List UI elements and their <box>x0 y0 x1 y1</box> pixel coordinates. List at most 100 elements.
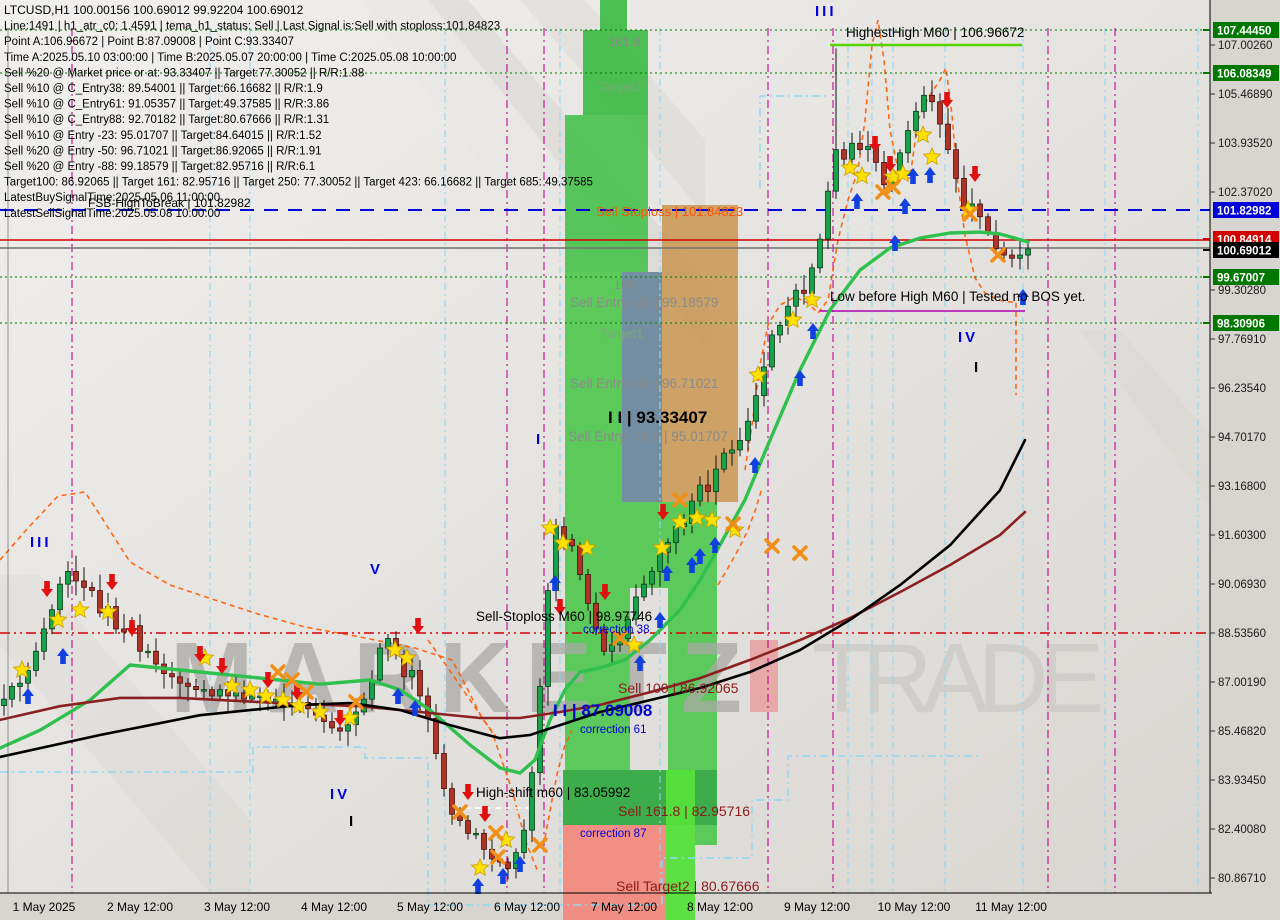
annotation-label: 161.8 <box>608 34 641 49</box>
sell-arrow-icon <box>291 684 304 700</box>
wave-label: I <box>974 359 981 376</box>
candle-body <box>609 644 615 652</box>
candle-body <box>881 162 887 186</box>
annotation-label: Sell Entry -88 | 99.18579 <box>570 295 718 310</box>
info-line: Point A:106.96672 | Point B:87.09008 | P… <box>4 36 294 48</box>
annotation-label: FSB-HighToBreak | 101.82982 <box>88 196 251 210</box>
star-signal-icon <box>470 857 490 877</box>
price-tick-label: 83.93450 <box>1218 775 1266 787</box>
annotation-label: Sell Entry -50 | 96.71021 <box>570 376 718 391</box>
buy-arrow-icon <box>749 457 761 473</box>
x-mark-icon <box>348 694 364 710</box>
star-signal-icon <box>12 659 32 679</box>
candle-body <box>409 670 415 678</box>
price-badge-label: 101.82982 <box>1217 206 1271 218</box>
annotation-label: Sell Entry -23.6 | 95.01707 <box>568 429 728 444</box>
star-signal-icon <box>256 685 276 705</box>
candle-body <box>153 650 159 665</box>
price-axis[interactable]: 107.00260 105.46890 103.93520 102.37020 99.3… <box>1203 22 1279 885</box>
badge-dash <box>1203 322 1210 324</box>
zone-band <box>622 272 662 502</box>
candle-body <box>249 695 255 700</box>
price-tick-label: 103.93520 <box>1218 138 1272 150</box>
price-tick-label: 96.23540 <box>1218 383 1266 395</box>
badge-dash <box>1203 249 1210 251</box>
candle-body <box>753 395 759 422</box>
buy-arrow-icon <box>57 648 69 664</box>
candle-body <box>177 676 183 684</box>
zone-band <box>600 0 627 30</box>
price-tick-label: 91.60300 <box>1218 530 1266 542</box>
sell-arrow-icon <box>657 504 669 520</box>
candle-body <box>201 689 207 692</box>
sell-arrow-icon <box>941 92 953 108</box>
candle-body <box>505 861 511 869</box>
candle-body <box>1009 254 1015 259</box>
sell-arrow-icon <box>412 618 425 634</box>
annotation-label: correction 61 <box>580 724 646 736</box>
sell-arrow-icon <box>216 658 228 674</box>
price-badge <box>1213 315 1279 331</box>
candle-body <box>769 334 775 368</box>
sell-arrow-icon <box>462 784 475 800</box>
candle-body <box>809 267 815 294</box>
candle-body <box>65 570 71 585</box>
sell-arrow-icon <box>126 620 138 636</box>
wave-label: III <box>30 534 52 551</box>
info-line: Sell %20 @ Entry -88: 99.18579 || Target… <box>4 161 315 173</box>
candle-body <box>25 670 31 684</box>
star-signal-icon <box>783 309 803 329</box>
time-tick-label: 3 May 12:00 <box>204 900 270 914</box>
candle-body <box>961 177 967 208</box>
time-tick-label: 9 May 12:00 <box>784 900 850 914</box>
candle-body <box>737 439 743 451</box>
price-tick-label: 82.40080 <box>1218 824 1266 836</box>
price-tick-label: 105.46890 <box>1218 89 1272 101</box>
x-mark-icon <box>532 837 548 853</box>
chevron-shape <box>1080 330 1210 505</box>
annotation-label: I I | 87.09008 <box>553 701 652 720</box>
price-tick-label: 97.76910 <box>1218 334 1266 346</box>
star-signal-icon <box>670 511 690 531</box>
sell-arrow-icon <box>884 156 896 172</box>
annotation-label: Sell 161.8 | 82.95716 <box>618 803 750 819</box>
info-line: Target100: 86.92065 || Target 161: 82.95… <box>4 177 593 189</box>
candle-body <box>601 628 607 652</box>
wave-label: V <box>370 561 383 578</box>
star-signal-icon <box>540 517 560 537</box>
star-signal-icon <box>289 695 309 715</box>
sell-arrow-icon <box>334 710 347 726</box>
info-line: LatestSellSignalTime:2025.05.08 10:00:00 <box>4 208 220 220</box>
star-signal-icon <box>240 679 260 699</box>
time-axis[interactable]: 1 May 2025 2 May 12:00 3 May 12:00 4 May 12… <box>13 900 1048 914</box>
info-line: Sell %10 @ C_Entry38: 89.54001 || Target… <box>4 83 323 95</box>
time-tick-label: 6 May 12:00 <box>494 900 560 914</box>
x-mark-icon <box>488 825 504 841</box>
candle-body <box>913 110 919 131</box>
fib-zone-bands <box>563 0 738 920</box>
candle-body <box>905 130 911 154</box>
candle-body <box>1 698 7 706</box>
sell-arrow-icon <box>41 581 53 597</box>
sell-arrow-icon <box>106 574 118 590</box>
price-badge <box>1213 202 1279 218</box>
buy-arrow-icon <box>907 168 919 184</box>
star-signal-icon <box>577 537 597 557</box>
star-signal-icon <box>385 639 405 659</box>
buy-arrow-icon <box>634 655 646 671</box>
buy-arrow-icon <box>889 235 901 251</box>
star-signal-icon <box>922 146 942 166</box>
price-tick-label: 94.70170 <box>1218 432 1266 444</box>
candle-body <box>329 721 335 729</box>
annotation-label: High-shift m60 | 83.05992 <box>476 785 630 800</box>
annotations: FSB-HighToBreak | 101.82982 161.8 Target2 S… <box>88 25 1085 894</box>
candle-body <box>449 788 455 815</box>
candle-body <box>81 580 87 588</box>
star-signal-icon <box>222 675 242 695</box>
info-panel: LTCUSD,H1 100.00156 100.69012 99.92204 1… <box>4 3 593 220</box>
signal-markers <box>12 92 1029 894</box>
candle-body <box>73 570 79 582</box>
badge-dash <box>1203 72 1210 74</box>
zone-band <box>565 115 648 272</box>
